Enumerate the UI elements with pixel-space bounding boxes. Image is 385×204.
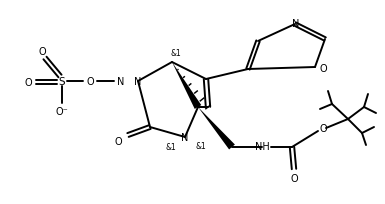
- Text: O: O: [114, 136, 122, 146]
- Text: N: N: [292, 19, 300, 29]
- Text: &1: &1: [196, 142, 206, 151]
- Text: O: O: [24, 78, 32, 88]
- Text: N: N: [117, 77, 125, 86]
- Text: S: S: [59, 77, 65, 86]
- Text: O: O: [86, 77, 94, 86]
- Text: O⁻: O⁻: [55, 106, 69, 116]
- Text: &1: &1: [166, 143, 176, 152]
- Text: O: O: [38, 47, 46, 57]
- Text: N: N: [181, 132, 189, 142]
- Text: N: N: [134, 77, 142, 86]
- Text: NH: NH: [254, 141, 270, 151]
- Polygon shape: [198, 108, 235, 150]
- Text: O: O: [319, 123, 327, 133]
- Text: &1: &1: [171, 48, 181, 57]
- Text: O: O: [290, 173, 298, 183]
- Polygon shape: [172, 63, 201, 109]
- Text: O: O: [319, 64, 327, 74]
